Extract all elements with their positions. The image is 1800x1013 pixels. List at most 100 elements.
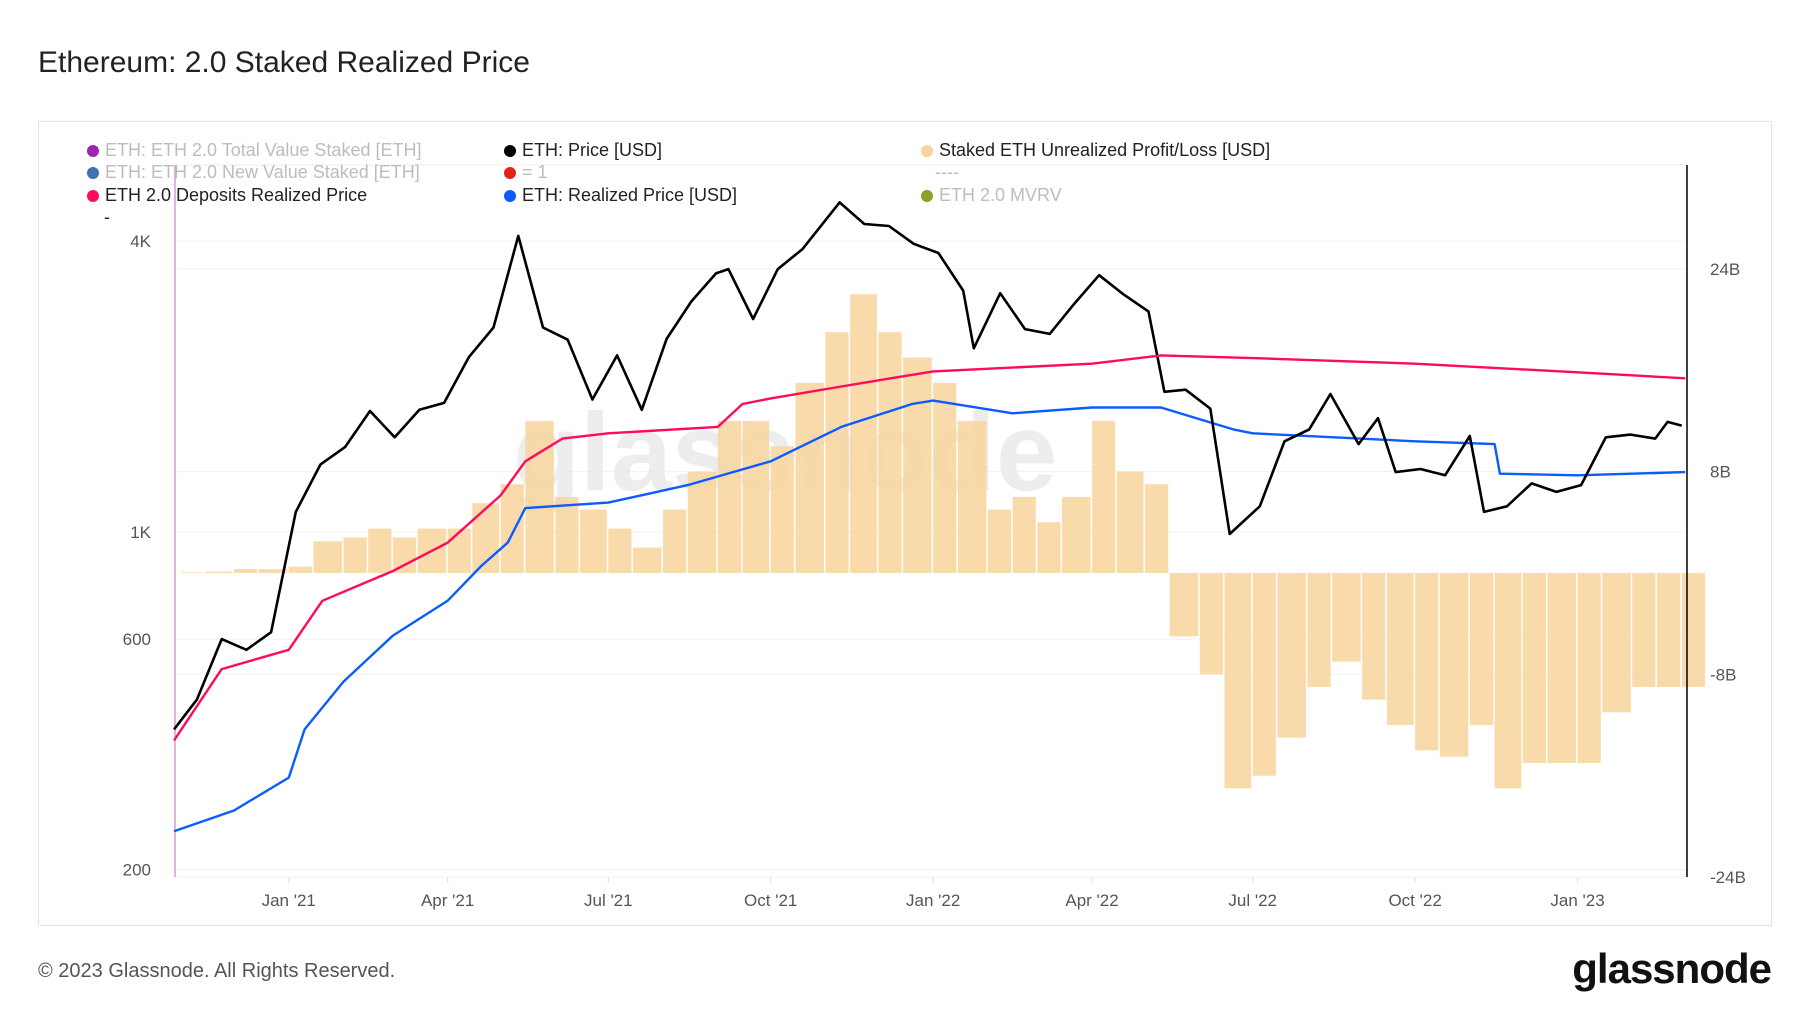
- legend-item[interactable]: ETH: ETH 2.0 Total Value Staked [ETH]: [87, 140, 421, 161]
- legend-label: ETH: ETH 2.0 New Value Staked [ETH]: [105, 162, 420, 182]
- legend-item[interactable]: ETH: Realized Price [USD]: [504, 185, 737, 206]
- legend-label: ETH: Price [USD]: [522, 140, 663, 160]
- pl-bar: [1199, 572, 1223, 675]
- legend-label: ----: [935, 162, 959, 182]
- pl-bar: [1386, 572, 1414, 725]
- legend-dot-icon: [87, 166, 99, 179]
- pl-bar: [1277, 572, 1306, 738]
- legend-item[interactable]: Staked ETH Unrealized Profit/Loss [USD]: [921, 140, 1270, 161]
- deposits-realized-price-line: [173, 354, 1686, 742]
- pl-bar: [903, 357, 932, 573]
- pl-bar: [933, 382, 957, 573]
- legend-item[interactable]: ETH 2.0 Deposits Realized Price: [87, 185, 367, 206]
- legend-label: ETH 2.0 Deposits Realized Price: [105, 185, 368, 205]
- x-axis-tick-label: Jan '21: [262, 891, 316, 910]
- pl-bar: [1224, 572, 1252, 789]
- pl-bar: [258, 569, 288, 573]
- legend-dot-icon: [87, 144, 99, 157]
- realized-price-line: [173, 399, 1686, 833]
- legend-item[interactable]: ETH 2.0 MVRV: [921, 185, 1062, 206]
- legend-item[interactable]: -: [104, 207, 110, 228]
- pl-bar: [181, 572, 205, 573]
- legend-label: Staked ETH Unrealized Profit/Loss [USD]: [939, 140, 1271, 160]
- pl-bar: [1037, 522, 1061, 573]
- pl-bar: [205, 571, 233, 573]
- pl-bar: [313, 541, 342, 573]
- pl-bar: [687, 471, 717, 573]
- copyright: © 2023 Glassnode. All Rights Reserved.: [38, 960, 396, 982]
- legend-label: = 1: [522, 162, 548, 182]
- pl-bar: [555, 496, 579, 573]
- pl-bar: [1116, 471, 1144, 573]
- pl-bar: [1169, 572, 1199, 637]
- pl-bar: [447, 528, 471, 573]
- pl-bar: [1577, 572, 1601, 763]
- x-axis-tick-label: Oct '22: [1388, 891, 1441, 910]
- pl-bar: [343, 537, 367, 573]
- chart-container: [38, 121, 1772, 926]
- legend-dot-icon: [504, 166, 516, 179]
- pl-bar: [1494, 572, 1522, 789]
- pl-bar: [633, 547, 662, 573]
- legend-label: -: [104, 207, 110, 227]
- unrealized-pl-bars: [181, 294, 1705, 789]
- pl-bar: [368, 528, 392, 573]
- legend-label: ETH: ETH 2.0 Total Value Staked [ETH]: [105, 140, 422, 160]
- legend-item[interactable]: = 1: [504, 162, 548, 183]
- left-axis-tick-label: 200: [123, 861, 151, 880]
- legend-item[interactable]: ----: [935, 162, 959, 183]
- x-axis-tick-label: Apr '22: [1065, 891, 1118, 910]
- pl-bar: [1415, 572, 1439, 751]
- pl-bar: [1362, 572, 1386, 700]
- pl-bar: [1332, 572, 1361, 662]
- x-axis-tick-label: Apr '21: [421, 891, 474, 910]
- right-axis-tick-label: -8B: [1710, 665, 1736, 684]
- chart-title: Ethereum: 2.0 Staked Realized Price: [38, 46, 530, 79]
- pl-bar: [825, 332, 849, 573]
- pl-bar: [1681, 572, 1705, 687]
- pl-bar: [742, 420, 770, 573]
- legend-dot-icon: [87, 189, 99, 202]
- pl-bar: [795, 382, 824, 573]
- pl-bar: [663, 509, 687, 573]
- pl-bar: [500, 484, 524, 573]
- pl-bar: [1469, 572, 1494, 725]
- pl-bar: [1012, 496, 1036, 573]
- pl-bar: [770, 446, 794, 573]
- right-axis-tick-label: 8B: [1710, 463, 1731, 482]
- pl-bar: [1547, 572, 1577, 763]
- axis-labels: 200 600 1K 4K -24B -8B 8B 24B Jan '21 Apr '21 Jul …: [123, 232, 1746, 910]
- pl-bar: [288, 566, 312, 573]
- left-axis-tick-label: 1K: [130, 523, 151, 542]
- pl-bar: [392, 537, 417, 573]
- legend-item[interactable]: ETH: Price [USD]: [504, 140, 662, 161]
- pl-bar: [1252, 572, 1276, 776]
- pl-bar: [1439, 572, 1469, 757]
- pl-bar: [878, 332, 902, 573]
- legend-label: ETH 2.0 MVRV: [939, 185, 1062, 205]
- pl-bar: [1632, 572, 1656, 687]
- x-axis-tick-label: Oct '21: [744, 891, 797, 910]
- pl-bar: [957, 420, 987, 573]
- pl-bar: [1522, 572, 1547, 763]
- legend-item[interactable]: ETH: ETH 2.0 New Value Staked [ETH]: [87, 162, 420, 183]
- right-axis-tick-label: 24B: [1710, 260, 1740, 279]
- pl-bar: [580, 509, 607, 573]
- pl-bar: [1062, 496, 1091, 573]
- pl-bar: [717, 420, 741, 573]
- pl-bar: [1145, 484, 1169, 573]
- x-axis-tick-label: Jul '21: [584, 891, 633, 910]
- pl-bar: [1307, 572, 1331, 687]
- x-axis-tick-label: Jan '22: [906, 891, 960, 910]
- legend-label: ETH: Realized Price [USD]: [522, 185, 738, 205]
- x-axis-tick-label: Jan '23: [1550, 891, 1604, 910]
- right-axis-tick-label: -24B: [1710, 868, 1746, 887]
- pl-bar: [987, 509, 1012, 573]
- pl-bar: [525, 420, 554, 573]
- pl-bar: [234, 569, 258, 573]
- x-axis-tick-label: Jul '22: [1228, 891, 1277, 910]
- legend-dot-icon: [921, 189, 933, 202]
- pl-bar: [1656, 572, 1681, 687]
- legend-dot-icon: [504, 189, 516, 202]
